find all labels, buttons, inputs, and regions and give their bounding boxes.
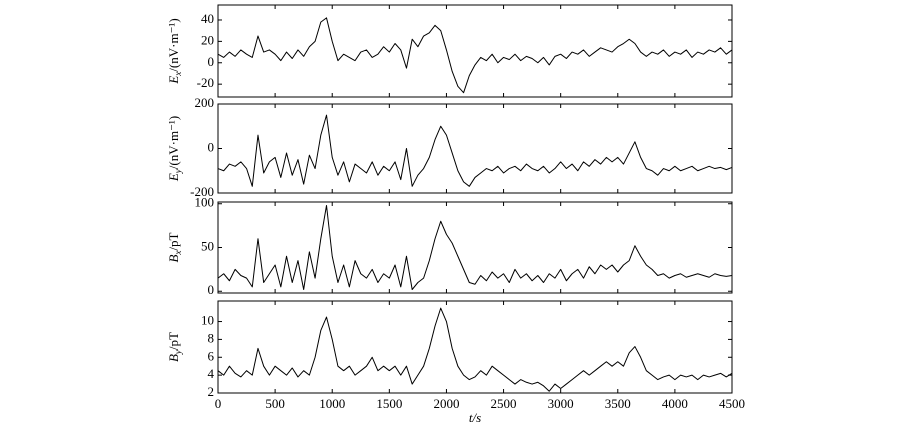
- y-label-symbol: E: [166, 76, 181, 85]
- y-label-sub: x: [173, 72, 183, 77]
- y-axis-label: Bx/pT: [166, 232, 183, 262]
- y-label-sub: y: [173, 350, 183, 355]
- y-tick-label: 6: [208, 348, 215, 363]
- x-tick-label: 2000: [433, 396, 459, 411]
- data-line: [217, 205, 733, 290]
- y-label-unit: /pT: [166, 332, 181, 350]
- data-line: [217, 114, 733, 187]
- x-axis-label: t/s: [469, 410, 481, 424]
- y-axis-label: Ey/(nV·m⁻¹): [166, 116, 183, 182]
- x-tick-label: 1000: [319, 396, 345, 411]
- y-tick-label: 8: [208, 330, 215, 345]
- y-label-symbol: B: [166, 255, 181, 263]
- x-tick-label: 1500: [376, 396, 402, 411]
- y-tick-label: -200: [190, 184, 214, 199]
- x-tick-label: 3500: [605, 396, 631, 411]
- y-label-unit: /(nV·m⁻¹): [166, 116, 181, 169]
- data-line: [217, 307, 733, 392]
- y-axis-label: Ex/(nV·m⁻¹): [166, 18, 183, 84]
- x-tick-label: 0: [215, 396, 222, 411]
- y-tick-label: -20: [197, 75, 214, 90]
- y-label-symbol: B: [166, 354, 181, 362]
- x-tick-label: 3000: [548, 396, 574, 411]
- x-tick-label: 4500: [719, 396, 745, 411]
- y-tick-label: 20: [201, 32, 214, 47]
- y-label-symbol: E: [166, 173, 181, 182]
- y-tick-label: 10: [201, 313, 214, 328]
- data-line: [217, 17, 733, 94]
- x-tick-label: 2500: [491, 396, 517, 411]
- panel-frame: [217, 300, 733, 394]
- y-label-sub: x: [173, 251, 183, 256]
- y-tick-label: 0: [208, 54, 215, 69]
- y-tick-label: 4: [208, 366, 215, 381]
- y-tick-label: 2: [208, 384, 215, 399]
- y-tick-label: 0: [208, 282, 215, 297]
- x-tick-label: 4000: [662, 396, 688, 411]
- y-label-sub: y: [173, 169, 183, 174]
- panel-frame: [217, 201, 733, 294]
- y-tick-label: 50: [201, 238, 214, 253]
- y-label-unit: /pT: [166, 232, 181, 250]
- x-tick-label: 500: [265, 396, 285, 411]
- y-tick-label: 0: [208, 139, 215, 154]
- panel-frame: [217, 103, 733, 194]
- y-tick-label: 200: [195, 95, 215, 110]
- y-tick-label: 100: [195, 195, 215, 210]
- panel-frame: [217, 4, 733, 98]
- y-axis-label: By/pT: [166, 332, 183, 362]
- y-label-unit: /(nV·m⁻¹): [166, 18, 181, 71]
- y-tick-label: 40: [201, 11, 214, 26]
